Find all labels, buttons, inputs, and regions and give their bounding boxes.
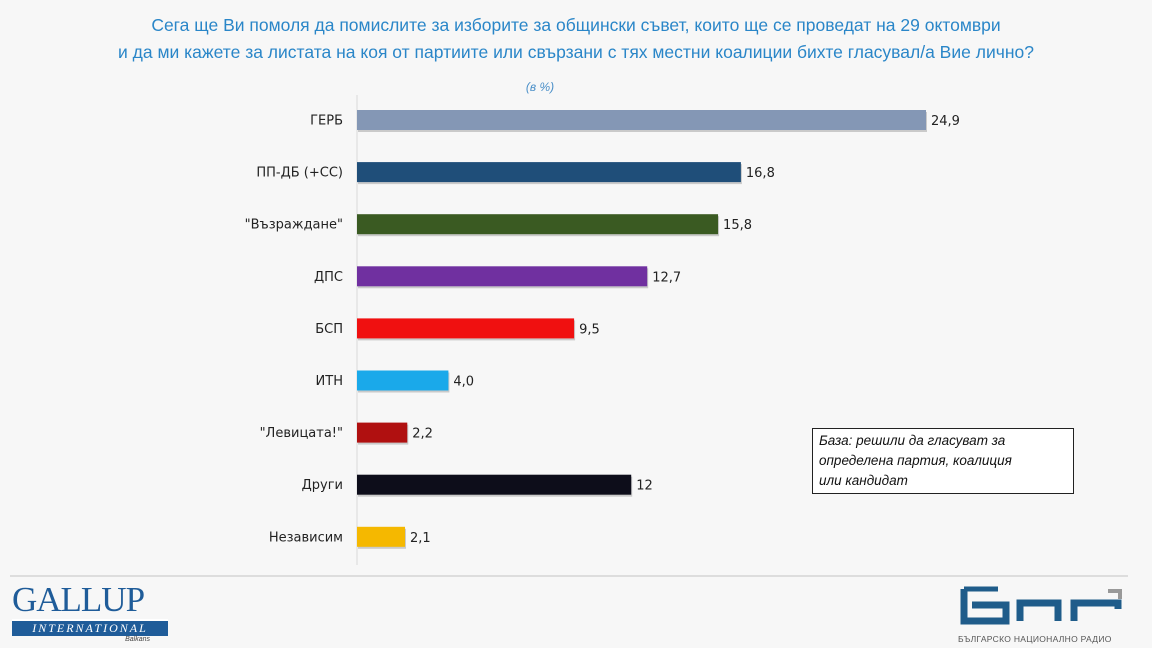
value-label: 9,5	[579, 322, 600, 337]
base-note: База: решили да гласуват за определена п…	[812, 428, 1074, 494]
category-label: ГЕРБ	[310, 114, 343, 129]
bar	[357, 474, 632, 495]
category-label: ДПС	[314, 270, 343, 285]
bar	[357, 370, 449, 391]
value-label: 24,9	[931, 114, 960, 129]
gallup-logo-region: Balkans	[125, 636, 150, 643]
value-label: 12	[636, 479, 653, 494]
value-label: 15,8	[723, 218, 752, 233]
unit-label: (в %)	[525, 80, 555, 94]
gallup-logo-sub: INTERNATIONAL	[12, 619, 168, 636]
footer-divider	[10, 575, 1128, 577]
bar	[357, 214, 719, 235]
bar	[357, 526, 405, 547]
bnr-logo-sub: БЪЛГАРСКО НАЦИОНАЛНО РАДИО	[958, 634, 1112, 644]
bnr-logo-mark	[960, 586, 1122, 625]
value-label: 2,2	[412, 427, 433, 442]
bar	[357, 422, 408, 443]
base-note-line: или кандидат	[819, 473, 908, 488]
category-label: Независим	[269, 530, 343, 545]
bnr-logo: БЪЛГАРСКО НАЦИОНАЛНО РАДИО	[958, 585, 1128, 644]
base-note-line: определена партия, коалиция	[819, 453, 1012, 468]
chart-title: Сега ще Ви помоля да помислите за избори…	[0, 12, 1152, 66]
value-label: 16,8	[746, 166, 775, 181]
bar	[357, 266, 648, 287]
value-label: 2,1	[410, 531, 431, 546]
category-label: Други	[302, 478, 343, 493]
gallup-logo: GALLUP INTERNATIONAL Balkans	[12, 580, 168, 643]
category-label: ИТН	[316, 374, 343, 389]
bar	[357, 110, 926, 130]
category-label: "Левицата!"	[260, 426, 343, 441]
gallup-logo-text: GALLUP	[12, 580, 145, 619]
bar	[357, 162, 741, 183]
category-label: "Възраждане"	[245, 218, 343, 233]
category-label: БСП	[315, 322, 343, 337]
value-label: 4,0	[453, 375, 474, 390]
bar	[357, 318, 575, 339]
value-label: 12,7	[652, 270, 681, 285]
title-line-2: и да ми кажете за листата на коя от парт…	[118, 42, 1034, 62]
base-note-line: База: решили да гласуват за	[819, 433, 1006, 448]
title-line-1: Сега ще Ви помоля да помислите за избори…	[151, 15, 1001, 35]
category-label: ПП-ДБ (+СС)	[256, 166, 343, 181]
